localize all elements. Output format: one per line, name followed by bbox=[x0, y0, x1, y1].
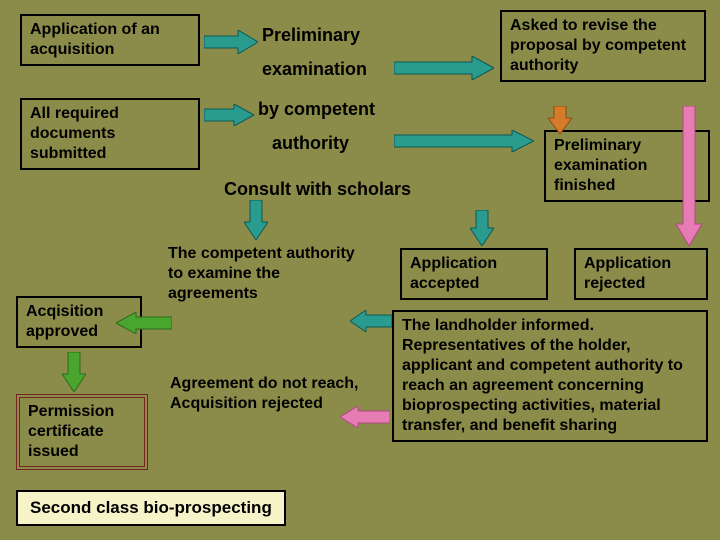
text-by-competent: by competent bbox=[258, 98, 375, 121]
text-authority: authority bbox=[272, 132, 349, 155]
text-agreement-rejected: Agreement do not reach, Acquisition reje… bbox=[170, 374, 360, 414]
arrow-approved-to-cert bbox=[62, 352, 86, 392]
box-landholder: The landholder informed. Representatives… bbox=[392, 310, 708, 442]
arrow-landholder-to-examine bbox=[350, 310, 392, 332]
text-competent-examine: The competent authority to examine the a… bbox=[168, 244, 368, 304]
box-perm-cert: Permission certificate issued bbox=[16, 394, 148, 470]
arrow-finished-to-accepted bbox=[470, 210, 494, 246]
box-application: Application of an acquisition bbox=[20, 14, 200, 66]
title-second-class: Second class bio-prospecting bbox=[16, 490, 286, 526]
arrow-auth-to-finished bbox=[394, 130, 534, 152]
arrow-landholder-to-rejected bbox=[340, 406, 390, 428]
arrow-examine-to-approved bbox=[116, 312, 172, 334]
arrow-consult-down bbox=[244, 200, 268, 240]
arrow-app-to-prelim bbox=[204, 30, 258, 54]
arrow-exam-to-revise bbox=[394, 56, 494, 80]
arrow-docs-to-competent bbox=[204, 104, 254, 126]
box-documents: All required documents submitted bbox=[20, 98, 200, 170]
arrow-revise-to-rejected bbox=[676, 106, 702, 246]
box-app-rejected: Application rejected bbox=[574, 248, 708, 300]
text-consult: Consult with scholars bbox=[224, 178, 411, 201]
box-revise: Asked to revise the proposal by competen… bbox=[500, 10, 706, 82]
text-examination: examination bbox=[262, 58, 367, 81]
text-preliminary: Preliminary bbox=[262, 24, 360, 47]
box-accepted: Application accepted bbox=[400, 248, 548, 300]
arrow-revise-down bbox=[548, 106, 572, 134]
